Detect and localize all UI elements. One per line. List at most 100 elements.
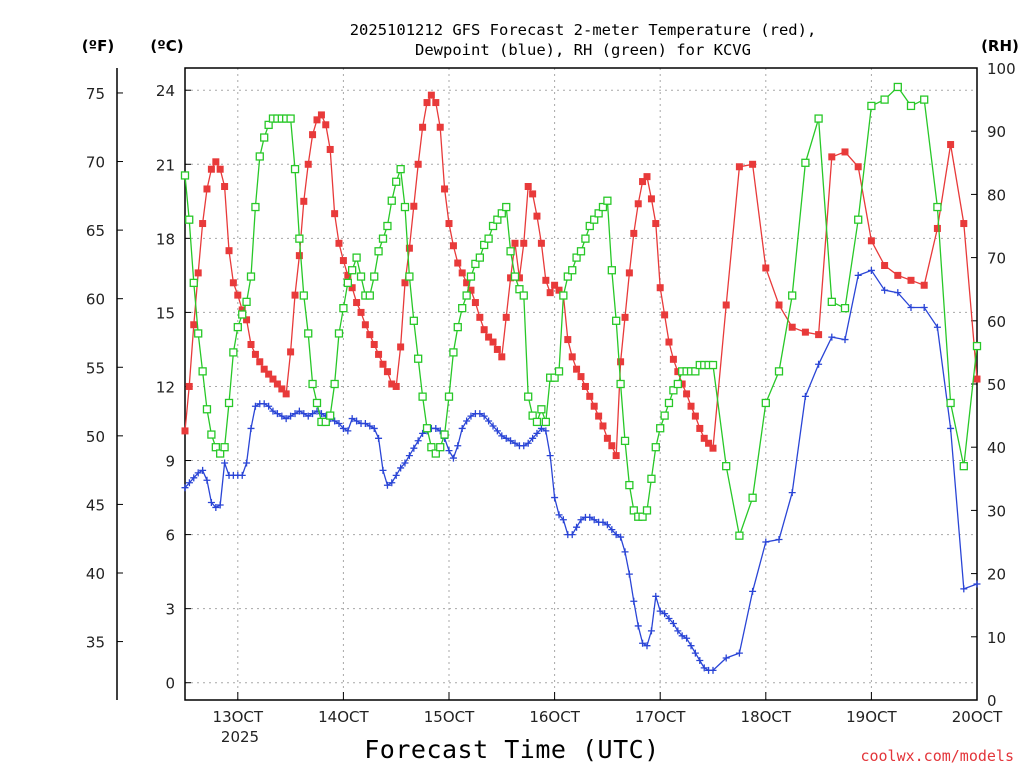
rh-point-90 [576,247,586,256]
rh-point-108 [656,424,665,433]
dewpoint-point-16 [251,402,259,410]
temperature-point-94 [595,412,603,420]
temperature-point-73 [502,313,510,321]
temperature-point-12 [234,291,242,299]
celsius-tick-label-7: 21 [156,156,175,174]
temperature-point-37 [344,271,352,279]
temperature-point-62 [454,259,462,267]
celsius-tick-label-3: 9 [165,453,175,471]
rh-point-38 [348,266,357,275]
dewpoint-point-8 [216,501,224,509]
dewpoint-point-37 [344,427,352,435]
x-tick-label-6: 19OCT [846,708,897,726]
temperature-point-115 [687,402,695,410]
dewpoint-point-63 [458,424,466,432]
chart-title-line1: 2025101212 GFS Forecast 2-meter Temperat… [350,21,817,39]
rh-point-52 [409,316,418,325]
dewpoint-point-64 [463,417,471,425]
celsius-tick-label-4: 12 [156,378,175,396]
temperature-point-82 [542,276,550,284]
dewpoint-point-82 [542,427,550,435]
dewpoint-point-25 [291,410,299,418]
celsius-tick-label-0: 0 [165,675,175,693]
temperature-point-25 [291,291,299,299]
rh-point-69 [484,234,493,243]
temperature-point-30 [313,116,321,124]
temperature-point-132 [867,237,875,245]
temperature-point-140 [973,375,981,383]
rh-tick-label-7: 70 [987,250,1006,268]
temperature-point-6 [207,165,215,173]
temperature-point-40 [357,308,365,316]
rh-point-85 [554,367,564,376]
dewpoint-point-47 [388,479,396,487]
temperature-point-57 [432,99,440,107]
rh-tick-label-5: 50 [987,376,1006,394]
dewpoint-point-128 [815,360,823,368]
rh-point-8 [216,449,225,458]
rh-point-5 [202,405,212,414]
temperature-point-32 [322,121,330,129]
celsius-unit-label: (ºC) [150,37,183,55]
rh-point-33 [326,411,335,420]
temperature-point-89 [573,365,581,373]
rh-point-44 [374,247,383,256]
temperature-point-129 [828,153,836,161]
dewpoint-point-75 [511,439,519,447]
dewpoint-point-4 [199,466,207,474]
rh-point-50 [400,202,410,212]
temperature-point-22 [278,385,286,393]
temperature-point-100 [621,313,629,321]
temperature-point-101 [625,269,633,277]
fahrenheit-tick-label-3: 50 [86,428,105,446]
temperature-point-79 [529,190,537,198]
rh-point-46 [383,221,392,231]
rh-point-3 [194,329,203,338]
dewpoint-point-122 [735,649,743,657]
temperature-point-35 [335,239,343,247]
rh-point-127 [801,158,810,167]
rh-point-29 [308,379,317,389]
temperature-point-102 [630,229,638,237]
rh-point-106 [647,474,656,483]
dewpoint-point-38 [348,415,356,423]
rh-point-4 [198,367,207,376]
temperature-point-113 [678,380,686,388]
temperature-point-52 [410,202,418,210]
temperature-point-36 [339,257,347,265]
temperature-point-51 [405,244,413,252]
dewpoint-point-89 [573,523,581,531]
rh-point-105 [642,506,652,515]
dewpoint-point-102 [630,597,638,605]
rh-point-76 [515,285,524,294]
fahrenheit-tick-label-4: 55 [86,359,105,377]
dewpoint-point-126 [788,489,796,497]
dewpoint-point-139 [960,585,968,593]
dewpoint-point-90 [577,516,585,524]
temperature-point-13 [238,306,246,314]
temperature-point-65 [467,286,475,294]
rh-point-64 [462,291,471,300]
dewpoint-point-48 [392,471,400,479]
dewpoint-point-96 [603,521,611,529]
dewpoint-point-130 [841,336,849,344]
temperature-point-56 [427,91,435,99]
temperature-point-117 [696,424,704,432]
temperature-point-114 [683,390,691,398]
dewpoint-point-108 [656,607,664,615]
temperature-point-47 [388,380,396,388]
rh-point-79 [528,411,537,420]
temperature-point-44 [375,350,383,358]
temperature-point-24 [287,348,295,356]
rh-point-89 [572,253,581,262]
temperature-point-71 [493,345,501,353]
rh-point-130 [840,304,850,313]
dewpoint-point-78 [524,439,532,447]
temperature-point-70 [489,338,497,346]
dewpoint-point-92 [586,513,594,521]
dewpoint-point-29 [309,410,317,418]
rh-series [180,82,982,540]
rh-point-54 [418,392,427,401]
rh-tick-label-6: 60 [987,313,1006,331]
temperature-point-105 [643,173,651,181]
